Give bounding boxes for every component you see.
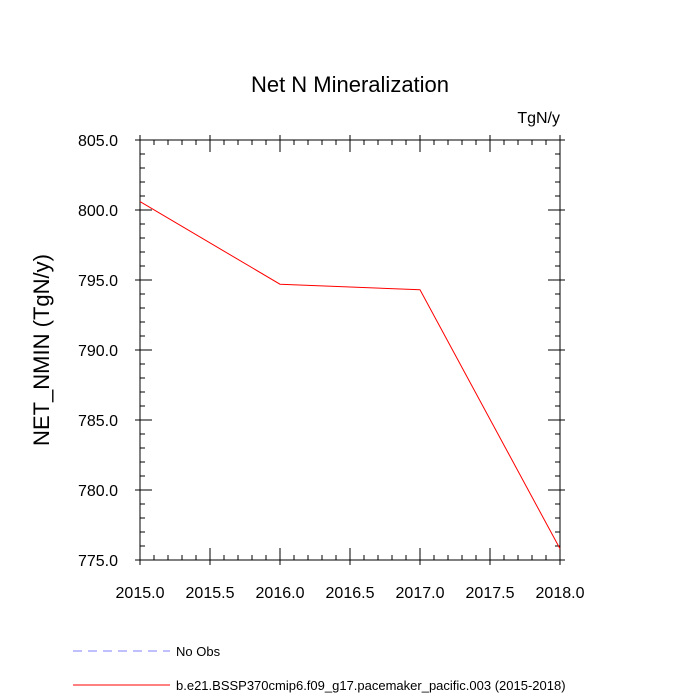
x-ticks bbox=[139, 135, 561, 565]
y-axis-label: NET_NMIN (TgN/y) bbox=[29, 254, 54, 446]
legend-label: b.e21.BSSP370cmip6.f09_g17.pacemaker_pac… bbox=[176, 678, 566, 693]
legend-label: No Obs bbox=[176, 644, 221, 659]
series-line bbox=[139, 201, 561, 550]
y-tick-label: 780.0 bbox=[78, 483, 118, 500]
x-tick-label: 2015.0 bbox=[116, 585, 165, 602]
x-tick-label: 2017.0 bbox=[396, 585, 445, 602]
y-tick-label: 805.0 bbox=[78, 133, 118, 150]
x-tick-label: 2018.0 bbox=[536, 585, 585, 602]
y-tick-label: 775.0 bbox=[78, 553, 118, 570]
y-tick-labels: 775.0 780.0 785.0 790.0 795.0 800.0 805.0 bbox=[78, 133, 118, 570]
x-tick-label: 2017.5 bbox=[466, 585, 515, 602]
x-tick-labels: 2015.0 2015.5 2016.0 2016.5 2017.0 2017.5 2018… bbox=[116, 585, 585, 602]
plot-frame bbox=[139, 139, 561, 561]
y-tick-label: 785.0 bbox=[78, 413, 118, 430]
units-label: TgN/y bbox=[517, 110, 560, 127]
chart-title: Net N Mineralization bbox=[251, 72, 449, 97]
series-layer bbox=[139, 201, 561, 550]
x-tick-label: 2015.5 bbox=[186, 585, 235, 602]
y-tick-label: 800.0 bbox=[78, 203, 118, 220]
legend: No Obs b.e21.BSSP370cmip6.f09_g17.pacemak… bbox=[73, 644, 566, 693]
y-tick-label: 790.0 bbox=[78, 343, 118, 360]
x-tick-label: 2016.5 bbox=[326, 585, 375, 602]
x-tick-label: 2016.0 bbox=[256, 585, 305, 602]
y-ticks bbox=[135, 139, 565, 561]
y-tick-label: 795.0 bbox=[78, 273, 118, 290]
